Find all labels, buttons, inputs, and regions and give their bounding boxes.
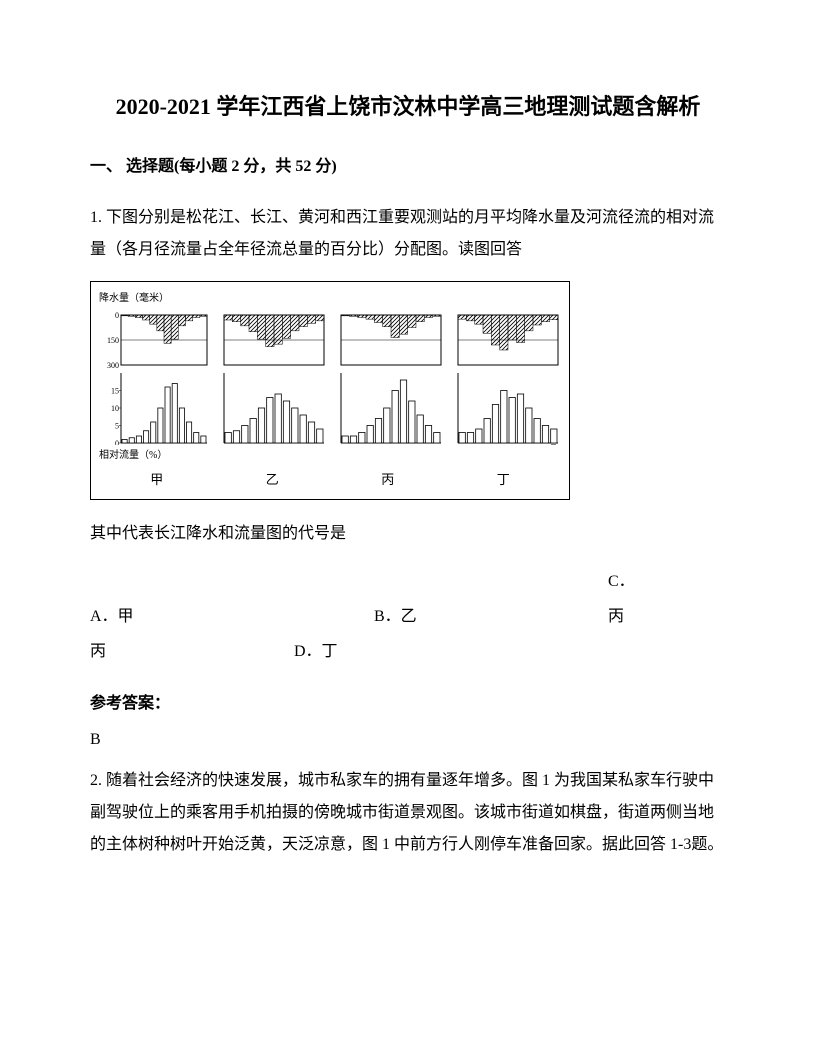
option-d: D．丁 [294, 634, 338, 669]
q1-text: 1. 下图分别是松花江、长江、黄河和西江重要观测站的月平均降水量及河流径流的相对… [90, 202, 726, 266]
page-title: 2020-2021 学年江西省上饶市汶林中学高三地理测试题含解析 [90, 90, 726, 123]
svg-text:(月): (月) [547, 444, 561, 445]
svg-text:150: 150 [107, 336, 119, 345]
q1-stem: 其中代表长江降水和流量图的代号是 [90, 520, 726, 549]
svg-text:15: 15 [111, 386, 119, 395]
chart-container: 降水量（毫米）015030005101512345678910111212345… [90, 281, 570, 500]
chart-panel-label: 乙 [215, 468, 330, 491]
chart-panel: 123456789101112 [216, 310, 328, 445]
chart-panel: 123456789101112 [333, 310, 445, 445]
q1-answer: B [90, 726, 726, 755]
option-b: B．乙 [374, 599, 604, 634]
svg-text:10: 10 [111, 404, 119, 413]
svg-text:0: 0 [115, 439, 119, 445]
chart-panel: 0150300051015123456789101112 [99, 310, 211, 445]
chart-panel-label: 甲 [99, 468, 214, 491]
option-c-text: 丙 [90, 634, 290, 669]
q1-options: A．甲 B．乙 C．丙 丙 D．丁 [90, 564, 726, 670]
svg-text:5: 5 [115, 421, 119, 430]
chart-panel: 123456789101112(月) [450, 310, 562, 445]
option-c: C．丙 [608, 564, 638, 634]
q2-text: 2. 随着社会经济的快速发展，城市私家车的拥有量逐年增多。图 1 为我国某私家车… [90, 765, 726, 861]
section-header: 一、 选择题(每小题 2 分，共 52 分) [90, 153, 726, 182]
answer-label: 参考答案： [90, 690, 726, 719]
chart-panel-label: 丁 [446, 468, 561, 491]
svg-text:300: 300 [107, 361, 119, 370]
chart-panel-label: 丙 [330, 468, 445, 491]
svg-text:0: 0 [115, 311, 119, 320]
option-a: A．甲 [90, 599, 370, 634]
